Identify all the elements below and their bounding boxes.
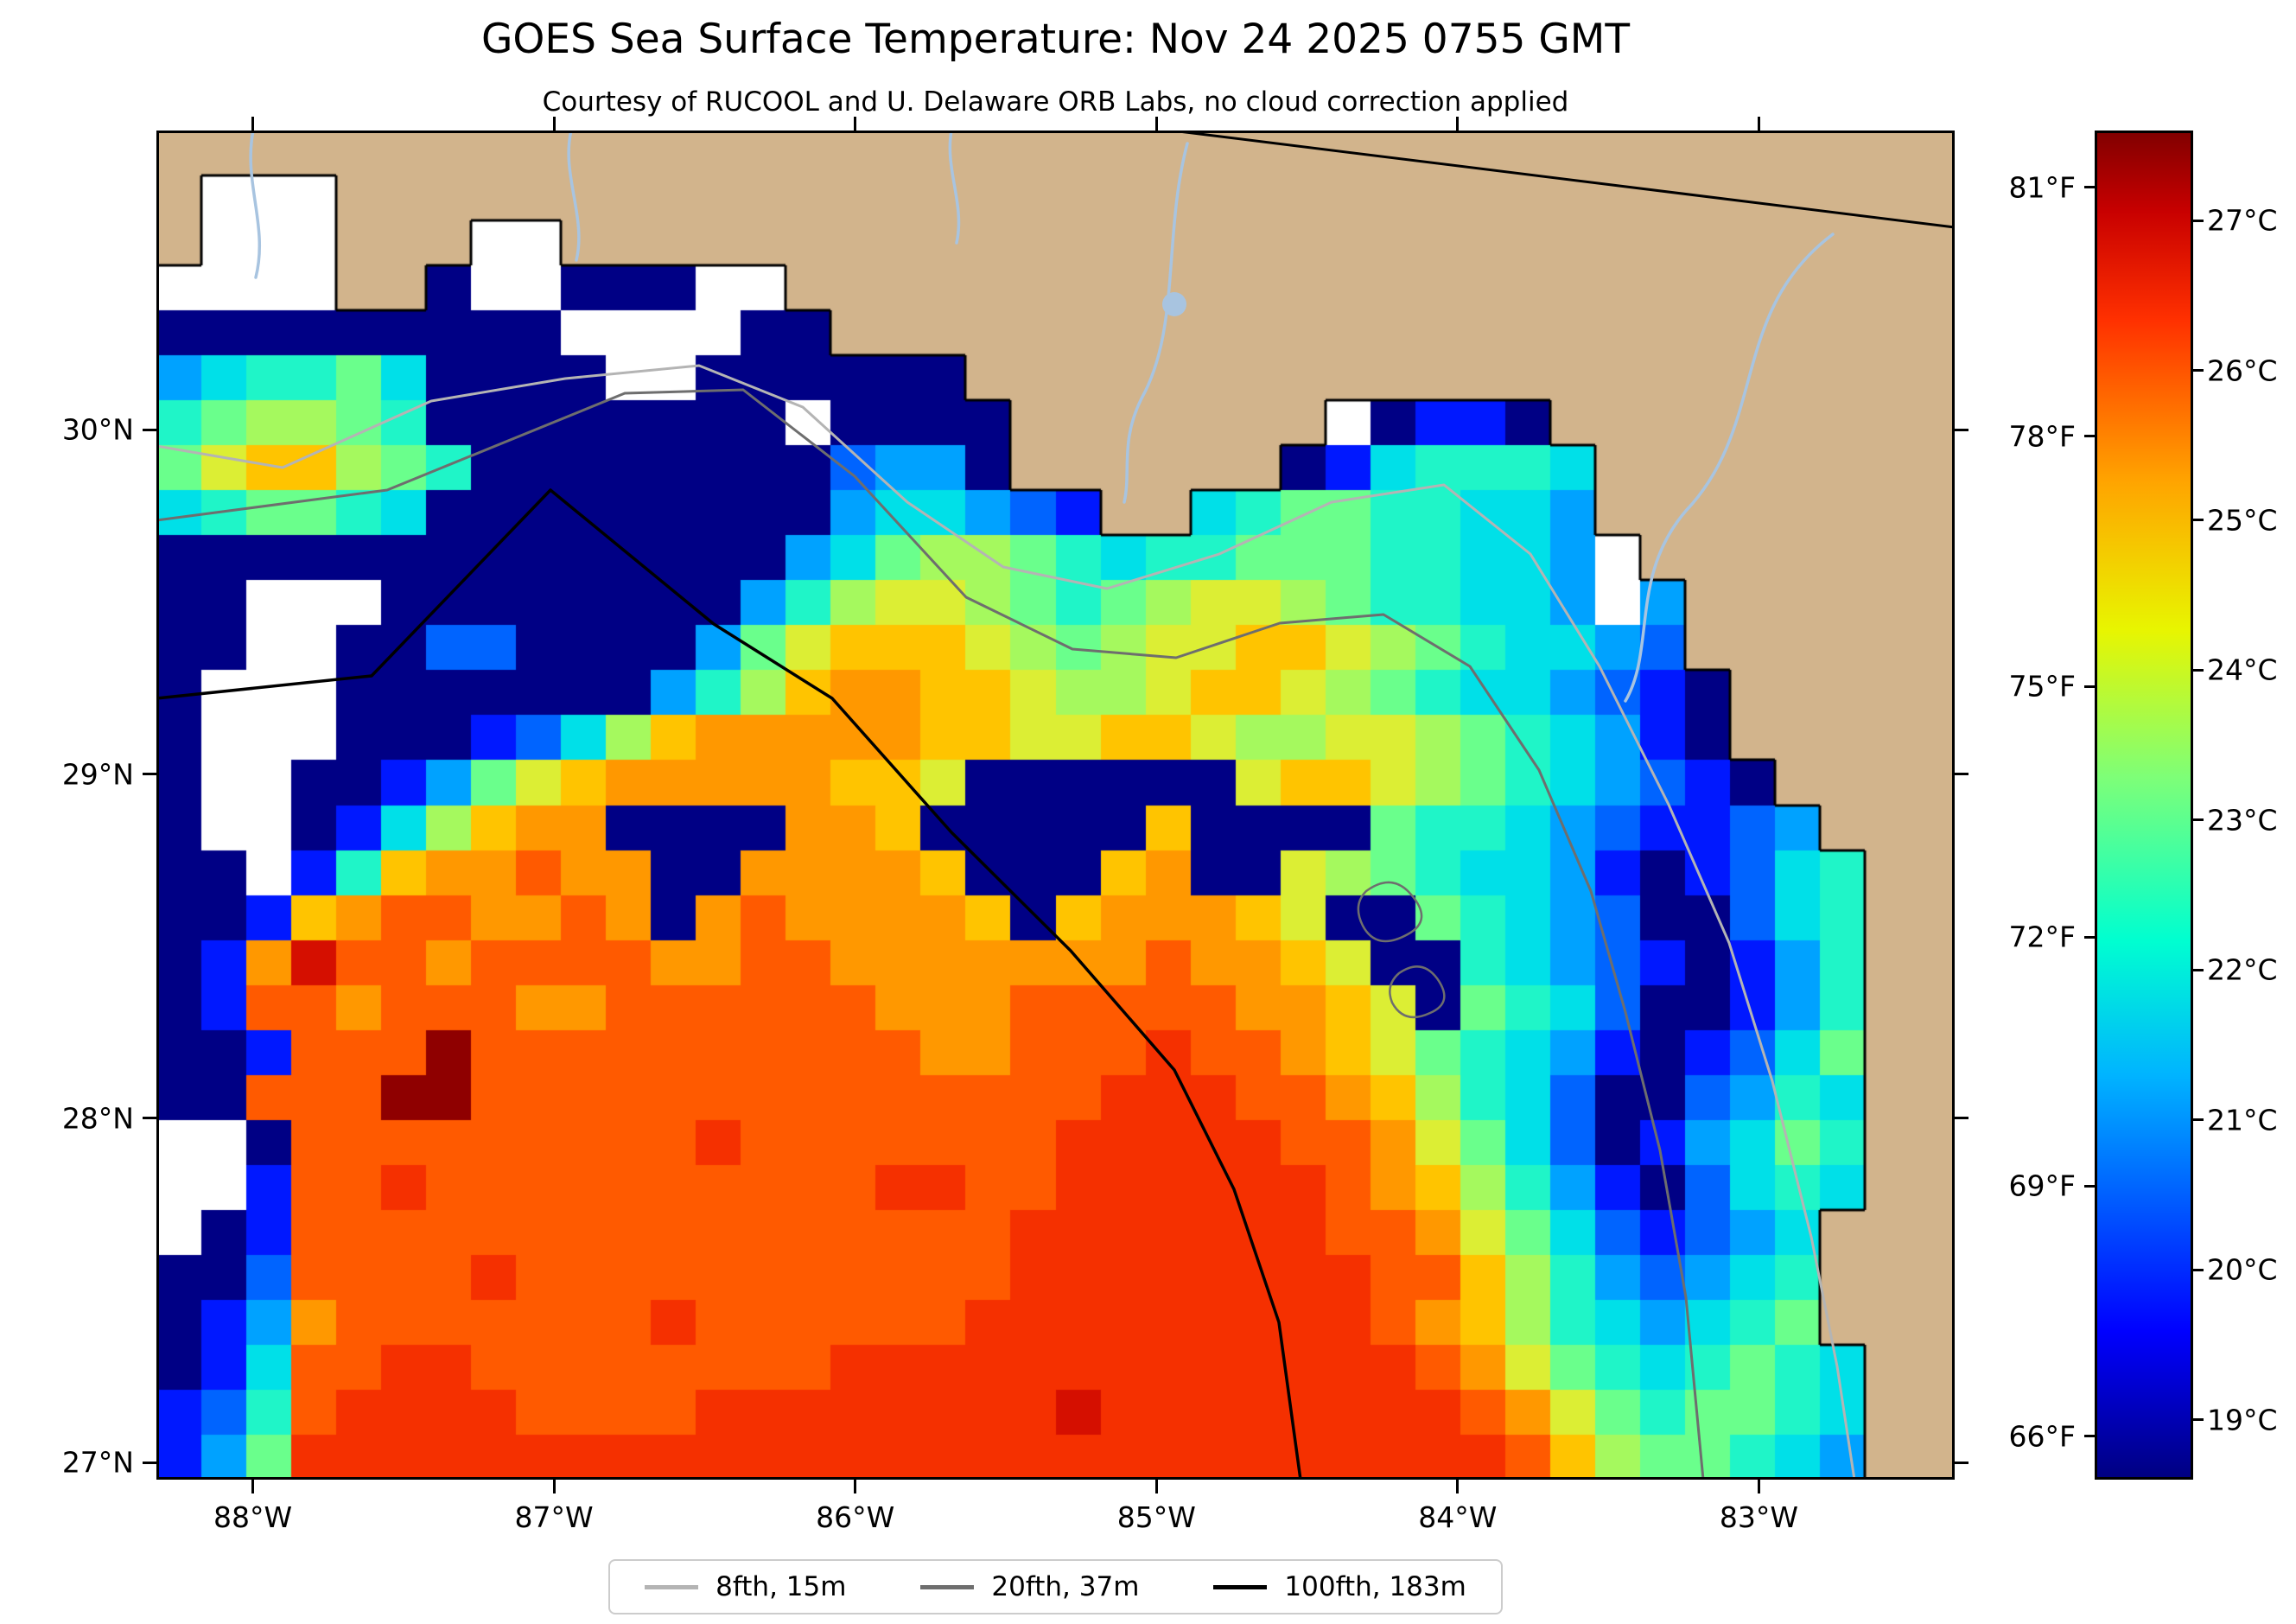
x-tick-label: 88°W bbox=[213, 1500, 293, 1534]
lake bbox=[1162, 292, 1186, 316]
x-axis-tick bbox=[854, 1480, 857, 1493]
colorbar-celsius-label: 22°C bbox=[2207, 952, 2278, 987]
state-border-line bbox=[1170, 131, 1955, 229]
colorbar-fahrenheit-label: 78°F bbox=[2008, 419, 2076, 454]
figure-title: GOES Sea Surface Temperature: Nov 24 202… bbox=[480, 16, 1631, 63]
legend-line-20fth-icon bbox=[920, 1584, 975, 1589]
x-tick-label: 87°W bbox=[514, 1500, 594, 1534]
colorbar-celsius-label: 20°C bbox=[2207, 1252, 2278, 1287]
colorbar-celsius-tick bbox=[2193, 519, 2204, 522]
colorbar-fahrenheit-label: 75°F bbox=[2008, 669, 2076, 704]
colorbar-celsius-tick bbox=[2193, 1418, 2204, 1422]
colorbar-celsius-label: 21°C bbox=[2207, 1103, 2278, 1137]
colorbar-fahrenheit-label: 66°F bbox=[2008, 1419, 2076, 1454]
colorbar-celsius-label: 26°C bbox=[2207, 353, 2278, 387]
x-axis-tick-top bbox=[1456, 117, 1460, 131]
colorbar-fahrenheit-tick bbox=[2084, 1435, 2095, 1438]
x-tick-label: 83°W bbox=[1719, 1500, 1798, 1534]
colorbar-fahrenheit-label: 69°F bbox=[2008, 1169, 2076, 1203]
figure-subtitle: Courtesy of RUCOOL and U. Delaware ORB L… bbox=[542, 86, 1569, 118]
y-axis-tick bbox=[143, 773, 156, 776]
colorbar-fahrenheit-tick bbox=[2084, 685, 2095, 688]
legend-line-100fth-icon bbox=[1213, 1584, 1268, 1589]
x-tick-label: 85°W bbox=[1116, 1500, 1196, 1534]
colorbar-celsius-tick bbox=[2193, 219, 2204, 222]
colorbar-celsius-label: 23°C bbox=[2207, 803, 2278, 837]
x-axis-tick-top bbox=[854, 117, 857, 131]
colorbar-fahrenheit-tick bbox=[2084, 186, 2095, 189]
legend-label-20fth: 20fth, 37m bbox=[991, 1571, 1140, 1602]
river-line bbox=[1123, 142, 1189, 504]
legend-label-8fth: 8fth, 15m bbox=[716, 1571, 847, 1602]
colorbar-celsius-label: 19°C bbox=[2207, 1403, 2278, 1437]
colorbar-celsius-tick bbox=[2193, 968, 2204, 971]
x-axis-tick-top bbox=[251, 117, 255, 131]
colorbar-gradient bbox=[2095, 131, 2193, 1480]
contour-legend: 8fth, 15m 20fth, 37m 100fth, 183m bbox=[156, 1559, 1955, 1614]
x-axis-tick bbox=[1757, 1480, 1760, 1493]
legend-item-100fth: 100fth, 183m bbox=[1213, 1571, 1466, 1602]
contour-8fth-15m bbox=[156, 364, 1856, 1480]
colorbar-celsius-tick bbox=[2193, 668, 2204, 672]
y-axis-tick-right bbox=[1955, 428, 1968, 431]
river-line bbox=[1624, 232, 1835, 703]
x-axis-tick-top bbox=[552, 117, 556, 131]
x-axis-tick-top bbox=[1757, 117, 1760, 131]
y-axis-tick bbox=[143, 1117, 156, 1120]
x-axis-tick bbox=[1154, 1480, 1158, 1493]
y-tick-label: 29°N bbox=[61, 757, 134, 792]
contour-legend-box: 8fth, 15m 20fth, 37m 100fth, 183m bbox=[608, 1559, 1503, 1614]
colorbar-celsius-tick bbox=[2193, 369, 2204, 372]
y-axis-tick-right bbox=[1955, 773, 1968, 776]
contour-squiggle bbox=[1389, 965, 1446, 1019]
y-tick-label: 30°N bbox=[61, 412, 134, 447]
map-plot-area bbox=[156, 131, 1955, 1480]
colorbar-fahrenheit-tick bbox=[2084, 435, 2095, 438]
river-line bbox=[567, 131, 581, 262]
colorbar-celsius-tick bbox=[2193, 1268, 2204, 1271]
y-tick-label: 27°N bbox=[61, 1445, 134, 1480]
colorbar-celsius-label: 25°C bbox=[2207, 503, 2278, 538]
x-tick-label: 86°W bbox=[816, 1500, 895, 1534]
y-axis-tick-right bbox=[1955, 1461, 1968, 1464]
y-axis-tick bbox=[143, 1461, 156, 1464]
colorbar-fahrenheit-tick bbox=[2084, 935, 2095, 939]
legend-item-8fth: 8fth, 15m bbox=[645, 1571, 846, 1602]
y-axis-tick bbox=[143, 428, 156, 431]
y-tick-label: 28°N bbox=[61, 1101, 134, 1136]
colorbar bbox=[2095, 131, 2193, 1480]
contour-squiggle bbox=[1357, 881, 1423, 943]
colorbar-celsius-tick bbox=[2193, 818, 2204, 822]
x-axis-tick bbox=[1456, 1480, 1460, 1493]
legend-line-8fth-icon bbox=[645, 1584, 699, 1589]
colorbar-celsius-label: 24°C bbox=[2207, 653, 2278, 687]
colorbar-fahrenheit-label: 81°F bbox=[2008, 170, 2076, 205]
legend-label-100fth: 100fth, 183m bbox=[1284, 1571, 1466, 1602]
colorbar-fahrenheit-tick bbox=[2084, 1184, 2095, 1188]
map-overlay-svg bbox=[156, 131, 1955, 1480]
colorbar-celsius-label: 27°C bbox=[2207, 203, 2278, 238]
legend-item-20fth: 20fth, 37m bbox=[920, 1571, 1139, 1602]
x-axis-tick-top bbox=[1154, 117, 1158, 131]
x-axis-tick bbox=[251, 1480, 255, 1493]
river-line bbox=[249, 131, 262, 279]
colorbar-fahrenheit-label: 72°F bbox=[2008, 920, 2076, 954]
x-axis-tick bbox=[552, 1480, 556, 1493]
sst-heatmap-canvas bbox=[156, 131, 1955, 1480]
river-line bbox=[948, 131, 961, 245]
contour-20fth-37m bbox=[156, 388, 1705, 1480]
y-axis-tick-right bbox=[1955, 1117, 1968, 1120]
x-tick-label: 84°W bbox=[1418, 1500, 1498, 1534]
colorbar-celsius-tick bbox=[2193, 1118, 2204, 1122]
contour-100fth-183m bbox=[156, 488, 1302, 1480]
